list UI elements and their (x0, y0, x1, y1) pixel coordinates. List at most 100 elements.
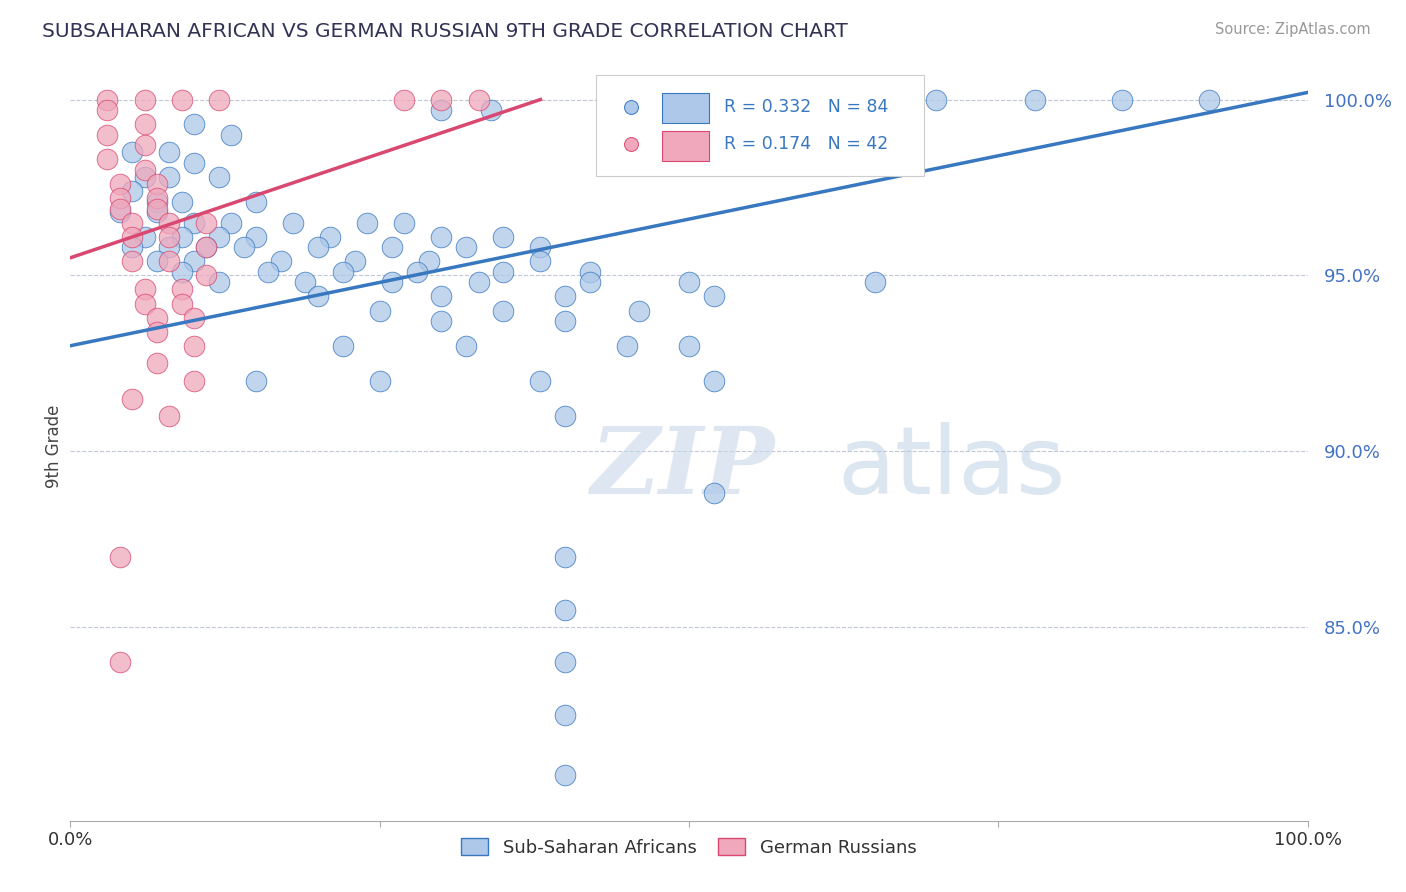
Point (157, 216, 180, 230)
Point (121, 392, 143, 406)
Text: R = 0.332   N = 84: R = 0.332 N = 84 (724, 97, 889, 116)
Point (170, 265, 193, 279)
Point (1024, 93, 1046, 107)
Point (146, 202, 169, 216)
Point (96, 128, 118, 142)
Point (195, 216, 218, 230)
Point (108, 549, 131, 564)
Point (492, 265, 515, 279)
Point (529, 254, 551, 268)
Point (134, 138, 156, 153)
Point (703, 289, 725, 303)
Point (146, 310, 169, 325)
Text: Source: ZipAtlas.com: Source: ZipAtlas.com (1215, 22, 1371, 37)
Point (245, 194, 267, 209)
Point (146, 177, 169, 191)
Point (96, 93, 118, 107)
Point (195, 240, 218, 254)
Point (183, 254, 205, 268)
Point (405, 265, 427, 279)
Point (703, 486, 725, 500)
Point (430, 314, 453, 328)
Point (146, 254, 169, 268)
Point (467, 276, 489, 290)
Point (703, 374, 725, 388)
Point (208, 169, 231, 184)
Point (479, 103, 502, 117)
Point (146, 194, 169, 209)
Point (146, 325, 169, 339)
Point (529, 374, 551, 388)
Point (108, 191, 131, 205)
Point (467, 93, 489, 107)
Point (208, 93, 231, 107)
Point (368, 374, 391, 388)
Point (456, 339, 478, 353)
Point (281, 216, 304, 230)
Point (232, 240, 254, 254)
Point (418, 254, 440, 268)
Point (356, 216, 378, 230)
Point (343, 254, 366, 268)
Point (108, 205, 131, 219)
Point (554, 314, 576, 328)
Point (183, 374, 205, 388)
Point (208, 276, 231, 290)
Point (925, 93, 948, 107)
Point (294, 276, 316, 290)
Point (121, 184, 143, 198)
Point (157, 229, 180, 244)
Point (170, 229, 193, 244)
Point (121, 216, 143, 230)
Point (208, 229, 231, 244)
Point (157, 254, 180, 268)
Point (620, 258, 643, 272)
Point (108, 656, 131, 670)
Point (430, 229, 453, 244)
Point (134, 117, 156, 131)
Point (616, 339, 638, 353)
Point (146, 356, 169, 370)
Point (554, 409, 576, 423)
Point (430, 289, 453, 303)
Point (245, 374, 267, 388)
Point (1198, 93, 1220, 107)
Point (121, 145, 143, 160)
Point (134, 169, 156, 184)
Point (394, 216, 416, 230)
Point (332, 339, 354, 353)
Point (121, 229, 143, 244)
Point (381, 276, 404, 290)
FancyBboxPatch shape (596, 75, 924, 177)
Text: atlas: atlas (838, 423, 1066, 515)
Point (157, 145, 180, 160)
Point (170, 194, 193, 209)
Point (368, 303, 391, 318)
Point (146, 191, 169, 205)
Point (146, 205, 169, 219)
Point (134, 296, 156, 310)
Point (678, 93, 700, 107)
Point (332, 265, 354, 279)
Point (554, 708, 576, 723)
Point (307, 240, 329, 254)
Point (1111, 93, 1133, 107)
Point (628, 303, 651, 318)
Point (257, 265, 280, 279)
Point (381, 240, 404, 254)
Point (765, 93, 787, 107)
Point (554, 549, 576, 564)
Point (307, 289, 329, 303)
Point (183, 310, 205, 325)
Point (579, 265, 602, 279)
Point (430, 103, 453, 117)
Point (183, 216, 205, 230)
Point (195, 240, 218, 254)
Point (492, 229, 515, 244)
Point (620, 434, 643, 448)
Text: R = 0.174   N = 42: R = 0.174 N = 42 (724, 135, 887, 153)
Point (157, 409, 180, 423)
Point (96, 153, 118, 167)
Point (96, 103, 118, 117)
Point (170, 296, 193, 310)
